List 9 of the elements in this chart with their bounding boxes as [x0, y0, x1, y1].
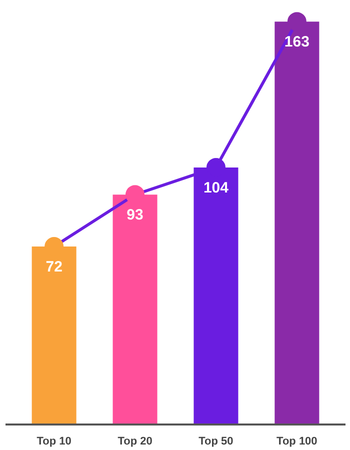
data-label: 163 [284, 34, 310, 51]
data-label: 93 [126, 206, 144, 224]
x-tick-label: Top 100 [276, 436, 318, 448]
point [287, 12, 306, 32]
x-tick-label: Top 20 [118, 436, 152, 448]
data-label: 72 [46, 258, 62, 276]
x-tick-label: Top 10 [36, 436, 72, 448]
data-label: 104 [203, 179, 230, 196]
x-tick-label: Top 50 [198, 436, 234, 448]
